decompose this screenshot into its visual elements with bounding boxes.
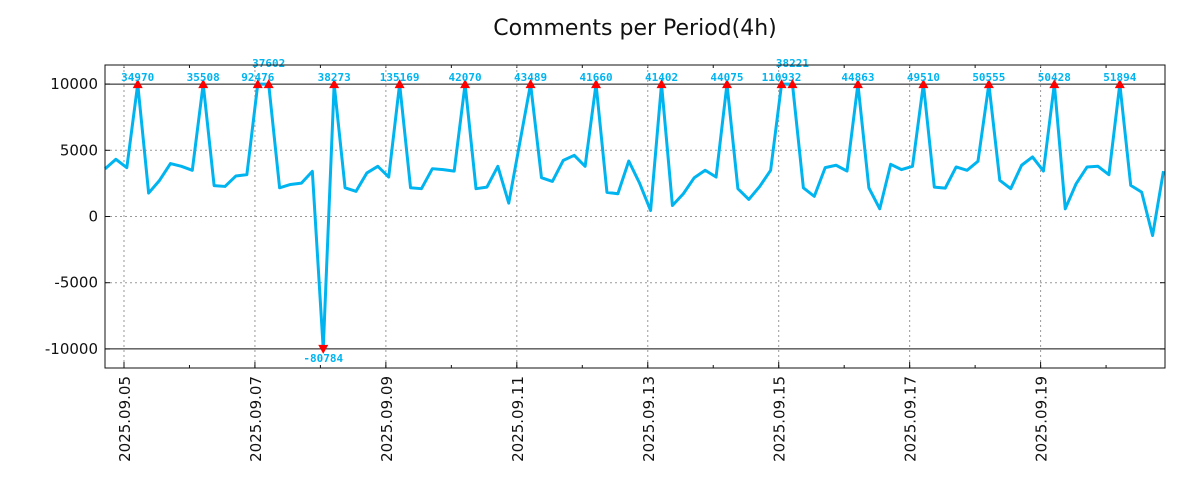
overflow-marker: [1049, 79, 1060, 89]
overflow-label: 44863: [841, 71, 874, 84]
chart-title: Comments per Period(4h): [493, 16, 777, 41]
y-tick-label: 5000: [60, 141, 98, 159]
x-tick-label: 2025.09.19: [1033, 376, 1051, 462]
overflow-label: 41402: [645, 71, 678, 84]
overflow-marker: [263, 79, 274, 89]
x-tick-label: 2025.09.13: [640, 376, 658, 462]
x-tick-label: 2025.09.15: [771, 376, 789, 462]
x-tick-label: 2025.09.09: [378, 376, 396, 462]
overflow-marker: [983, 79, 994, 89]
y-tick-label: 10000: [50, 75, 98, 93]
overflow-marker: [852, 79, 863, 89]
x-tick-label: 2025.09.05: [116, 376, 134, 462]
overflow-marker: [918, 79, 929, 89]
overflow-marker: [198, 79, 209, 89]
series-line: [104, 82, 1165, 351]
overflow-marker: [591, 79, 602, 89]
overflow-label: 35508: [187, 71, 220, 84]
x-tick-label: 2025.09.17: [902, 376, 920, 462]
overflow-marker: [776, 79, 787, 89]
overflow-marker: [721, 79, 732, 89]
overflow-label: 34970: [121, 71, 154, 84]
overflow-marker: [1114, 79, 1125, 89]
overflow-marker: [252, 79, 263, 89]
overflow-label: 135169: [380, 71, 420, 84]
overflow-marker: [132, 79, 143, 89]
x-tick-label: 2025.09.11: [509, 376, 527, 462]
overflow-label: 50555: [972, 71, 1005, 84]
y-tick-label: -10000: [45, 340, 98, 358]
overflow-label: 42070: [449, 71, 482, 84]
y-tick-label: -5000: [54, 274, 98, 292]
overflow-marker: [656, 79, 667, 89]
overflow-marker: [460, 79, 471, 89]
overflow-label: 50428: [1038, 71, 1071, 84]
overflow-marker: [329, 79, 340, 89]
overflow-label: 51894: [1103, 71, 1136, 84]
overflow-label: 38221: [776, 57, 809, 70]
overflow-label: 110932: [762, 71, 802, 84]
plot-frame: [104, 64, 1166, 369]
overflow-marker: [787, 79, 798, 89]
overflow-label: 43489: [514, 71, 547, 84]
overflow-label: 37602: [252, 57, 285, 70]
underflow-marker: [318, 344, 329, 354]
overflow-marker: [525, 79, 536, 89]
overflow-marker: [394, 79, 405, 89]
y-tick-label: 0: [88, 208, 98, 226]
overflow-label: 44075: [710, 71, 743, 84]
x-tick-label: 2025.09.07: [247, 376, 265, 462]
overflow-label: 92476: [241, 71, 274, 84]
overflow-label: 49510: [907, 71, 940, 84]
overflow-label: 41660: [579, 71, 612, 84]
underflow-label: -80784: [303, 352, 343, 365]
overflow-label: 38273: [318, 71, 351, 84]
